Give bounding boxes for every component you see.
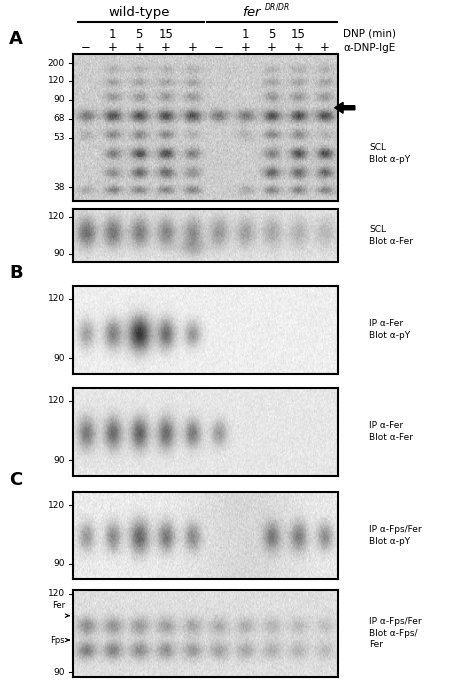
Text: IP α-Fps/Fer
Blot α-Fps/
Fer: IP α-Fps/Fer Blot α-Fps/ Fer [369, 617, 422, 649]
Text: Fps: Fps [50, 636, 65, 645]
Text: −: − [214, 41, 224, 54]
Text: 120: 120 [48, 212, 65, 221]
Text: 15: 15 [158, 27, 173, 41]
Text: IP α-Fps/Fer
Blot α-pY: IP α-Fps/Fer Blot α-pY [369, 526, 422, 546]
Text: 1: 1 [109, 27, 117, 41]
Text: 5: 5 [135, 27, 143, 41]
Text: 120: 120 [48, 396, 65, 405]
Text: 200: 200 [48, 58, 65, 68]
Text: 15: 15 [291, 27, 306, 41]
Text: A: A [9, 30, 24, 48]
Text: +: + [108, 41, 118, 54]
Text: SCL
Blot α-Fer: SCL Blot α-Fer [369, 225, 413, 245]
Text: SCL
Blot α-pY: SCL Blot α-pY [369, 143, 410, 164]
Text: +: + [294, 41, 304, 54]
Text: 120: 120 [48, 76, 65, 85]
Text: 120: 120 [48, 501, 65, 510]
Text: 90: 90 [54, 668, 65, 677]
Text: 90: 90 [54, 250, 65, 258]
Text: 38: 38 [54, 183, 65, 192]
Text: C: C [9, 471, 23, 489]
Text: wild-type: wild-type [109, 6, 170, 19]
Text: 90: 90 [54, 456, 65, 464]
Text: +: + [188, 41, 197, 54]
Text: IP α-Fer
Blot α-Fer: IP α-Fer Blot α-Fer [369, 422, 413, 442]
Text: $\mathit{DR/DR}$: $\mathit{DR/DR}$ [264, 1, 290, 12]
Text: B: B [9, 265, 23, 282]
Text: 120: 120 [48, 590, 65, 598]
Text: +: + [241, 41, 251, 54]
Text: DNP (min): DNP (min) [343, 29, 396, 39]
Text: IP α-Fer
Blot α-pY: IP α-Fer Blot α-pY [369, 320, 410, 340]
Text: α-DNP-IgE: α-DNP-IgE [343, 43, 395, 52]
Text: 120: 120 [48, 294, 65, 303]
Text: 90: 90 [54, 354, 65, 362]
Text: 5: 5 [268, 27, 276, 41]
Text: +: + [161, 41, 171, 54]
Text: 1: 1 [242, 27, 249, 41]
Text: 90: 90 [54, 559, 65, 568]
Text: +: + [267, 41, 277, 54]
Text: +: + [320, 41, 330, 54]
Text: −: − [81, 41, 91, 54]
Text: 68: 68 [54, 114, 65, 123]
Text: 90: 90 [54, 95, 65, 104]
Text: 53: 53 [54, 133, 65, 142]
Text: $\mathit{fer}$: $\mathit{fer}$ [242, 5, 263, 19]
Text: Fer: Fer [52, 600, 65, 610]
Text: +: + [134, 41, 144, 54]
